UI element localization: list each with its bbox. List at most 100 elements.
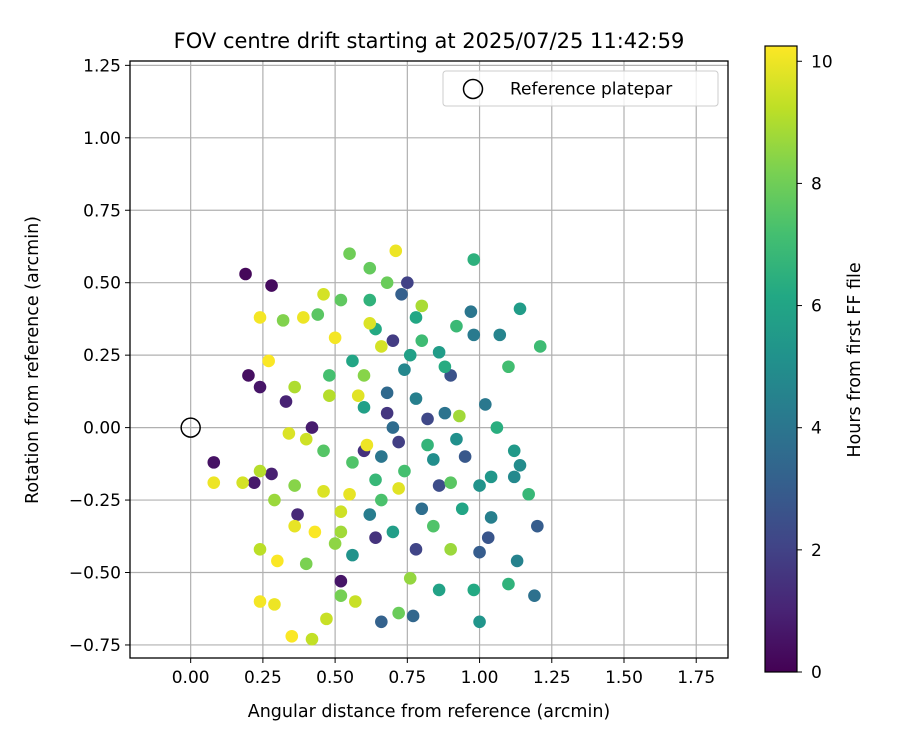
- data-point: [392, 435, 405, 449]
- data-point: [262, 354, 275, 368]
- data-point: [363, 508, 377, 521]
- data-point: [343, 487, 356, 501]
- data-point: [363, 261, 377, 275]
- data-point: [334, 505, 348, 518]
- data-point: [328, 331, 342, 345]
- data-point: [357, 401, 371, 414]
- data-point: [268, 598, 281, 611]
- data-point: [453, 409, 466, 423]
- data-point: [282, 427, 296, 440]
- data-point: [320, 612, 333, 626]
- y-axis-label: Rotation from reference (arcmin): [23, 216, 43, 504]
- data-point: [502, 577, 515, 591]
- data-point: [253, 595, 267, 608]
- colorbar-gradient: [764, 45, 798, 673]
- data-point: [450, 319, 463, 333]
- data-point: [438, 360, 452, 374]
- data-point: [398, 363, 411, 376]
- data-point: [507, 444, 521, 458]
- data-point: [395, 287, 408, 301]
- data-point: [455, 502, 469, 516]
- data-point: [334, 589, 348, 602]
- data-point: [386, 421, 400, 434]
- legend-box: [442, 70, 719, 107]
- data-point: [415, 334, 429, 347]
- data-point: [531, 519, 544, 533]
- colorbar-label: Hours from first FF file: [845, 262, 865, 457]
- y-tick-label: 1.25: [83, 56, 121, 76]
- y-axis-ticks: −0.75 −0.50 −0.25 0.00 0.25 0.50 0.75 1.00 1.25: [69, 56, 130, 656]
- legend: Reference platepar: [442, 70, 719, 107]
- data-point: [369, 531, 382, 545]
- data-point: [533, 340, 547, 353]
- data-point: [409, 543, 423, 556]
- x-tick-label: 0.25: [244, 668, 282, 688]
- data-point: [484, 470, 498, 484]
- data-point: [403, 572, 417, 585]
- data-point: [438, 406, 452, 420]
- data-point: [317, 444, 330, 458]
- x-tick-label: 0.50: [316, 668, 354, 688]
- data-point: [247, 476, 261, 489]
- data-point: [334, 293, 348, 307]
- data-point: [380, 276, 394, 290]
- data-point: [403, 348, 417, 362]
- data-point: [363, 316, 377, 330]
- data-point: [528, 589, 541, 602]
- x-tick-label: 0.00: [172, 668, 210, 688]
- data-point: [473, 615, 486, 629]
- data-point: [432, 345, 446, 359]
- data-point: [357, 369, 371, 382]
- data-point: [334, 525, 348, 539]
- y-tick-label: 0.25: [83, 346, 121, 366]
- data-point: [432, 479, 446, 492]
- data-point: [386, 525, 400, 539]
- data-point: [360, 438, 374, 452]
- x-tick-label: 0.75: [388, 668, 426, 688]
- x-tick-label: 1.50: [605, 668, 643, 688]
- x-tick-label: 1.75: [677, 668, 715, 688]
- colorbar-tick-label: 6: [811, 297, 822, 317]
- data-point: [285, 629, 299, 643]
- data-point: [271, 554, 284, 568]
- data-point: [444, 476, 457, 489]
- data-point: [380, 386, 394, 400]
- colorbar-tick-label: 4: [811, 419, 822, 439]
- data-point: [242, 369, 255, 382]
- data-point: [510, 554, 524, 568]
- data-point: [507, 470, 521, 484]
- data-point: [464, 305, 478, 318]
- data-point: [502, 360, 515, 374]
- grid-lines: [130, 61, 728, 658]
- data-point: [467, 328, 481, 342]
- data-point: [490, 421, 504, 434]
- data-point: [279, 395, 293, 408]
- data-point: [207, 456, 221, 469]
- reference-platepar-marker: [180, 417, 201, 438]
- data-point: [473, 479, 486, 492]
- data-point: [375, 340, 388, 353]
- data-point: [291, 508, 304, 521]
- data-point: [239, 267, 252, 281]
- data-point: [299, 432, 313, 446]
- x-tick-label: 1.00: [461, 668, 499, 688]
- data-point: [467, 583, 481, 597]
- data-point: [351, 389, 365, 403]
- colorbar-tick-label: 10: [811, 52, 833, 72]
- y-tick-label: 0.75: [83, 201, 121, 221]
- data-point: [421, 438, 434, 452]
- data-point: [389, 244, 403, 258]
- data-point: [343, 247, 356, 261]
- data-point: [458, 450, 472, 463]
- data-point: [369, 473, 382, 487]
- data-point: [432, 583, 446, 597]
- data-point: [484, 511, 498, 524]
- data-point: [253, 311, 267, 324]
- data-point: [409, 311, 423, 324]
- colorbar: 0 2 4 6 8 10 Hours from first FF file: [764, 45, 865, 683]
- data-point: [253, 464, 267, 478]
- data-point: [323, 369, 336, 382]
- data-point: [317, 287, 330, 301]
- data-point: [398, 464, 411, 478]
- y-tick-label: −0.50: [69, 564, 121, 584]
